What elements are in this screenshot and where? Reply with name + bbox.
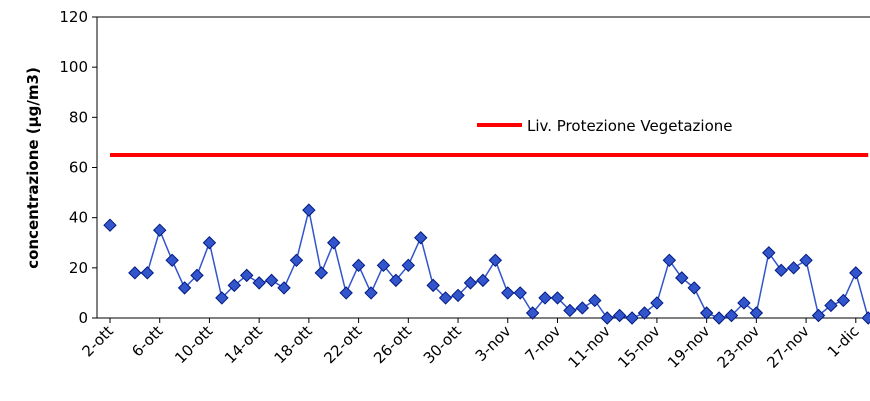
- data-point: [476, 273, 490, 288]
- data-point: [849, 266, 863, 280]
- legend-label: Liv. Protezione Vegetazione: [527, 117, 733, 135]
- data-point: [550, 291, 565, 305]
- data-point: [364, 286, 378, 300]
- data-point: [401, 258, 416, 273]
- y-tick-label: 80: [69, 108, 88, 126]
- data-point: [637, 306, 652, 320]
- data-point: [612, 308, 627, 323]
- data-point: [103, 218, 117, 232]
- data-point: [687, 281, 701, 295]
- data-point: [140, 266, 154, 280]
- data-point: [451, 288, 465, 303]
- data-point: [737, 296, 751, 310]
- data-point: [177, 281, 192, 295]
- data-point: [861, 311, 870, 325]
- data-point: [724, 308, 739, 323]
- data-point: [811, 308, 826, 323]
- data-point: [836, 293, 851, 308]
- y-axis-label: concentrazione (µg/m3): [24, 67, 42, 269]
- data-point: [675, 271, 689, 285]
- x-tick-label: 10-ott: [171, 322, 216, 367]
- y-tick-label: 60: [69, 159, 88, 177]
- data-point: [376, 258, 391, 273]
- data-point: [749, 306, 764, 320]
- data-point: [463, 276, 478, 290]
- data-point: [712, 311, 726, 325]
- x-tick-label: 23-nov: [714, 322, 764, 372]
- data-point: [414, 231, 428, 245]
- data-point: [762, 246, 776, 260]
- data-point: [389, 273, 403, 288]
- data-point: [202, 236, 217, 250]
- data-point: [774, 263, 788, 278]
- data-point: [165, 253, 179, 268]
- data-point: [289, 253, 304, 268]
- data-point: [438, 291, 453, 305]
- data-point: [575, 301, 590, 315]
- y-tick-label: 100: [59, 58, 88, 76]
- x-tick-label: 22-ott: [320, 322, 365, 367]
- data-point: [513, 286, 527, 300]
- data-point: [538, 291, 552, 305]
- x-tick-label: 14-ott: [221, 322, 266, 367]
- data-point: [488, 253, 503, 268]
- x-tick-label: 19-nov: [664, 322, 714, 372]
- data-point: [426, 278, 440, 293]
- data-point: [824, 298, 838, 313]
- data-point: [240, 268, 254, 283]
- x-tick-label: 2-ott: [79, 322, 117, 360]
- data-point: [227, 278, 242, 293]
- x-tick-label: 11-nov: [564, 322, 614, 372]
- x-tick-label: 18-ott: [271, 322, 316, 367]
- x-tick-label: 26-ott: [370, 322, 415, 367]
- y-tick-label: 40: [69, 209, 88, 227]
- y-tick-label: 120: [59, 8, 88, 26]
- data-point: [314, 266, 329, 280]
- data-point: [351, 258, 366, 273]
- x-tick-label: 3-nov: [472, 322, 515, 365]
- x-tick-label: 27-nov: [763, 322, 813, 372]
- data-point: [699, 306, 714, 320]
- data-point: [327, 236, 341, 250]
- data-point: [128, 266, 142, 280]
- data-point: [302, 203, 316, 217]
- data-point: [650, 296, 664, 310]
- x-tick-label: 30-ott: [420, 322, 465, 367]
- data-point: [252, 276, 266, 290]
- data-point: [625, 311, 639, 325]
- x-tick-label: 7-nov: [522, 322, 565, 365]
- data-point: [662, 253, 677, 268]
- series-line: [134, 209, 869, 319]
- data-point: [600, 311, 614, 325]
- y-tick-label: 0: [78, 309, 88, 327]
- data-point: [799, 253, 813, 268]
- data-point: [153, 223, 167, 237]
- x-tick-label: 6-ott: [128, 322, 166, 360]
- data-point: [339, 286, 353, 300]
- data-point: [588, 293, 602, 308]
- x-tick-label: 1-dic: [824, 322, 863, 361]
- data-point: [264, 273, 279, 288]
- data-point: [563, 303, 577, 318]
- data-point: [786, 261, 801, 275]
- data-point: [501, 286, 515, 300]
- data-point: [277, 281, 291, 295]
- y-tick-label: 20: [69, 259, 88, 277]
- data-point: [215, 291, 229, 305]
- data-point: [190, 268, 204, 283]
- x-tick-label: 15-nov: [614, 322, 664, 372]
- data-point: [525, 306, 540, 320]
